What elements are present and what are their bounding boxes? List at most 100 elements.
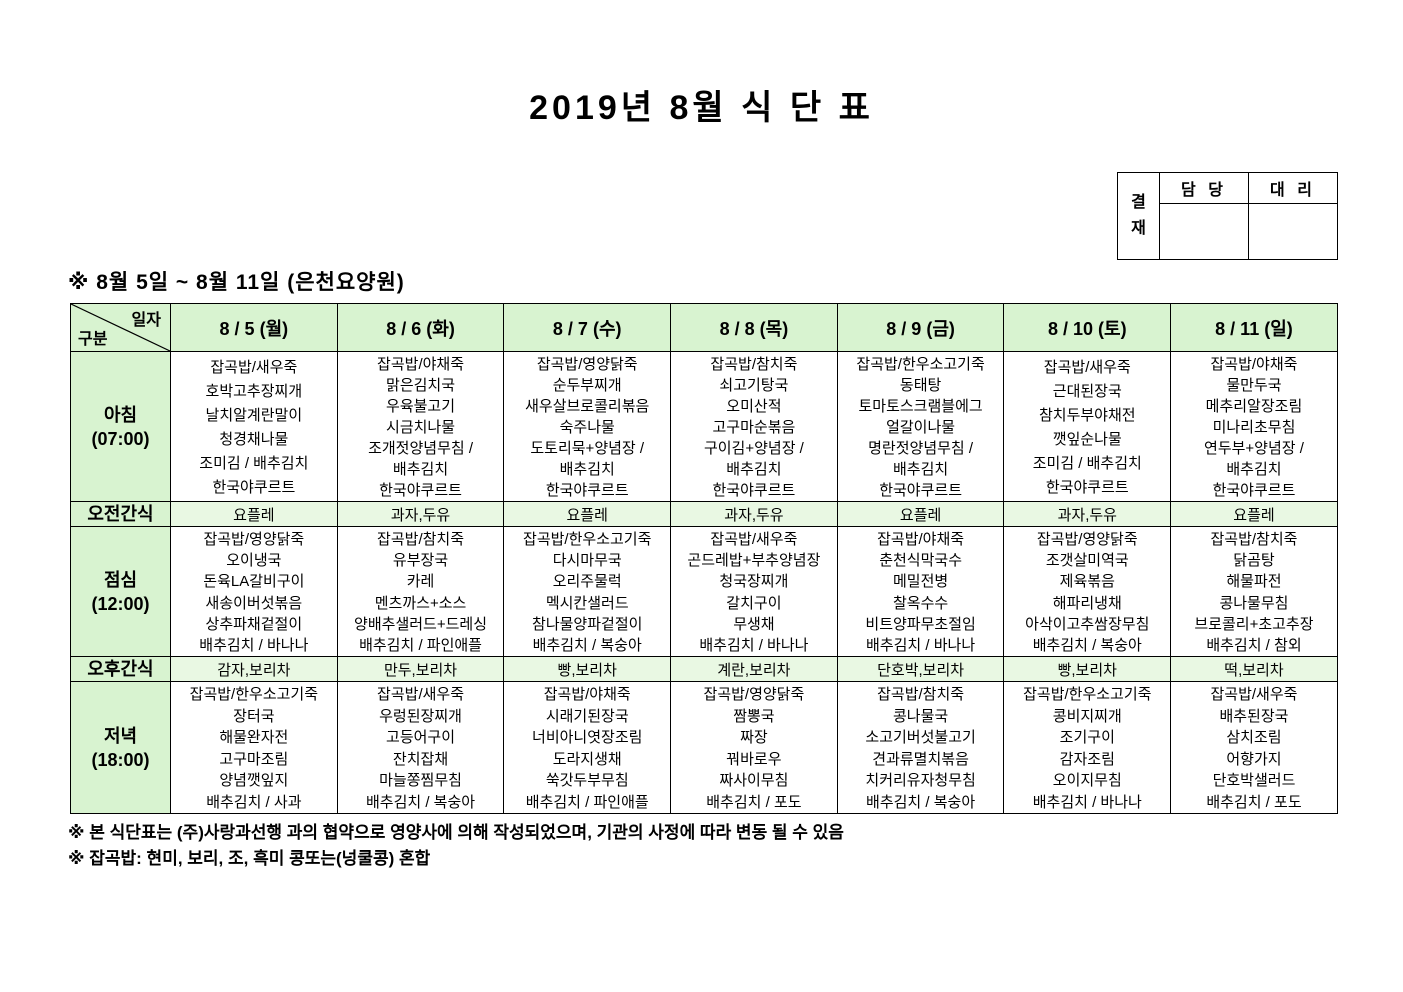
menu-item: 한국야쿠르트 [545, 482, 629, 500]
menu-item: 해물완자전 [219, 729, 289, 747]
menu-item: 다시마무국 [552, 552, 622, 570]
menu-item: 시금치나물 [386, 419, 456, 436]
menu-item: 치커리유자청무침 [865, 772, 976, 790]
menu-item: 찰옥수수 [892, 594, 949, 612]
day-header-2: 8 / 6 (화) [336, 303, 505, 352]
meal-cell: 잡곡밥/새우죽 우렁된장찌개 고등어구이 잔치잡채 마늘쫑찜무침 배추김치 / 복숭아 [336, 681, 505, 814]
snack-cell: 만두,보리차 [336, 656, 505, 682]
menu-item: 한국야쿠르트 [1045, 479, 1129, 497]
menu-item: 배추김치 / 참외 [1206, 637, 1302, 655]
menu-item: 배추김치 / 복숭아 [1032, 637, 1142, 655]
menu-item: 카레 [406, 573, 435, 591]
approval-col-manager: 담 당 [1159, 172, 1249, 204]
menu-item: 너비아니엿장조림 [532, 729, 643, 747]
menu-item: 새우살브로콜리볶음 [525, 397, 650, 415]
menu-item: 조기구이 [1059, 729, 1115, 747]
menu-item: 잡곡밥/새우죽 [710, 530, 798, 548]
menu-item: 배추김치 / 바나나 [866, 637, 976, 655]
menu-item: 짜장 [740, 729, 768, 747]
menu-item: 잡곡밥/참치죽 [710, 355, 798, 373]
menu-item: 오리주물럭 [552, 573, 622, 591]
menu-item: 멕시칸샐러드 [545, 594, 629, 612]
menu-item: 비트양파무초절임 [865, 615, 976, 633]
menu-item: 잡곡밥/한우소고기죽 [189, 686, 319, 704]
snack-cell: 단호박,보리차 [836, 656, 1005, 682]
menu-item: 쇠고기탕국 [719, 376, 789, 394]
meal-cell: 잡곡밥/영양닭죽 조갯살미역국 제육볶음 해파리냉채 아삭이고추쌈장무침 배추김치 / 복… [1003, 526, 1172, 657]
menu-item: 돈육LA갈비구이 [203, 573, 305, 591]
approval-label-char: 결 [1131, 194, 1146, 211]
menu-item: 어향가지 [1226, 750, 1282, 768]
meal-cell: 잡곡밥/한우소고기죽 장터국 해물완자전 고구마조림 양념깻잎지 배추김치 / 사과 [170, 681, 338, 814]
menu-item: 양배추샐러드+드레싱 [354, 615, 488, 633]
menu-item: 동태탕 [899, 376, 942, 394]
menu-item: 잡곡밥/영양닭죽 [703, 686, 805, 704]
menu-item: 메추리알장조림 [1205, 397, 1303, 415]
menu-item: 조갯살미역국 [1045, 552, 1129, 570]
footer-notes: ※ 본 식단표는 (주)사랑과선행 과의 협약으로 영양사에 의해 작성되었으며… [68, 820, 844, 872]
menu-item: 한국야쿠르트 [212, 479, 296, 497]
meal-cell: 잡곡밥/새우죽 호박고추장찌개 날치알계란말이 청경채나물 조미김 / 배추김치 한국야쿠… [170, 351, 338, 502]
menu-item: 잡곡밥/새우죽 [210, 358, 298, 376]
menu-item: 해물파전 [1226, 573, 1282, 591]
menu-item: 새송이버섯볶음 [205, 594, 303, 612]
menu-item: 배추된장국 [1219, 707, 1289, 725]
menu-item: 배추김치 [559, 461, 615, 479]
menu-item: 조미김 / 배추김치 [199, 455, 309, 473]
menu-item: 잡곡밥/영양닭죽 [1036, 530, 1138, 548]
meal-cell: 잡곡밥/야채죽 시래기된장국 너비아니엿장조림 도라지생채 쑥갓두부무침 배추김치 / 파… [503, 681, 672, 814]
menu-item: 잡곡밥/참치죽 [1210, 530, 1298, 548]
snack-cell: 요플레 [836, 501, 1005, 527]
meal-cell: 잡곡밥/새우죽 근대된장국 참치두부야채전 깻잎순나물 조미김 / 배추김치 한국야쿠르트 [1003, 351, 1172, 502]
menu-item: 우육불고기 [386, 397, 456, 415]
menu-item: 무생채 [733, 615, 775, 633]
approval-signature-cell [1159, 203, 1249, 260]
menu-item: 조미김 / 배추김치 [1032, 455, 1142, 473]
menu-item: 잡곡밥/한우소고기죽 [1023, 686, 1152, 704]
table-row-pm-snack: 오후간식 감자,보리차 만두,보리차 빵,보리차 계란,보리차 단호박,보리차 빵,보리차 떡… [70, 656, 1338, 682]
menu-item: 잡곡밥/야채죽 [543, 686, 631, 704]
snack-cell: 빵,보리차 [503, 656, 672, 682]
menu-item: 멘츠까스+소스 [374, 594, 467, 612]
meal-cell: 잡곡밥/한우소고기죽 다시마무국 오리주물럭 멕시칸샐러드 참나물양파겉절이 배추김치 /… [503, 526, 672, 657]
menu-item: 잡곡밥/새우죽 [377, 686, 465, 704]
menu-item: 고구마조림 [219, 750, 289, 768]
menu-item: 짜사이무침 [719, 772, 789, 790]
menu-table: 일자 구분 8 / 5 (월) 8 / 6 (화) 8 / 7 (수) 8 / 8 (… [70, 303, 1338, 814]
menu-item: 브로콜리+초고추장 [1194, 615, 1314, 633]
menu-item: 배추김치 / 복숭아 [866, 793, 976, 811]
menu-item: 잡곡밥/야채죽 [877, 530, 965, 548]
table-row-dinner: 저녁 (18:00) 잡곡밥/한우소고기죽 장터국 해물완자전 고구마조림 양념깻잎지 배추김… [70, 681, 1338, 814]
snack-cell: 요플레 [1170, 501, 1338, 527]
menu-item: 짬뽕국 [733, 707, 775, 725]
snack-cell: 과자,두유 [670, 501, 838, 527]
menu-item: 감자조림 [1059, 750, 1115, 768]
menu-item: 고구마순볶음 [712, 419, 796, 436]
approval-table: 결 재 담 당 대 리 [1117, 172, 1338, 260]
menu-item: 배추김치 / 복숭아 [532, 637, 642, 655]
menu-item: 잡곡밥/영양닭죽 [203, 530, 305, 548]
meal-cell: 잡곡밥/참치죽 닭곰탕 해물파전 콩나물무침 브로콜리+초고추장 배추김치 / 참외 [1170, 526, 1338, 657]
approval-col-deputy: 대 리 [1248, 172, 1338, 204]
week-subtitle: ※ 8월 5일 ~ 8월 11일 (은천요양원) [68, 271, 405, 294]
menu-item: 오이냉국 [226, 552, 282, 570]
meal-cell: 잡곡밥/참치죽 유부장국 카레 멘츠까스+소스 양배추샐러드+드레싱 배추김치 / 파인애… [336, 526, 505, 657]
menu-item: 배추김치 [1226, 461, 1282, 479]
menu-item: 깻잎순나물 [1052, 431, 1122, 449]
meal-cell: 잡곡밥/영양닭죽 오이냉국 돈육LA갈비구이 새송이버섯볶음 상추파채겉절이 배추김치 /… [170, 526, 338, 657]
meal-cell: 잡곡밥/영양닭죽 순두부찌개 새우살브로콜리볶음 숙주나물 도토리묵+양념장 / 배추김치… [503, 351, 672, 502]
menu-item: 배추김치 [892, 461, 949, 479]
day-header-7: 8 / 11 (일) [1170, 303, 1338, 352]
snack-cell: 계란,보리차 [670, 656, 838, 682]
menu-item: 아삭이고추쌈장무침 [1025, 615, 1150, 633]
snack-cell: 감자,보리차 [170, 656, 338, 682]
menu-item: 물만두국 [1226, 376, 1282, 394]
menu-item: 소고기버섯불고기 [865, 729, 976, 747]
menu-item: 도토리묵+양념장 / [530, 440, 645, 458]
meal-cell: 잡곡밥/참치죽 콩나물국 소고기버섯불고기 견과류멸치볶음 치커리유자청무침 배추김치 /… [836, 681, 1005, 814]
menu-item: 콩나물국 [892, 707, 949, 725]
menu-item: 잡곡밥/한우소고기죽 [856, 355, 985, 373]
menu-item: 청국장찌개 [719, 573, 789, 591]
menu-item: 얼갈이나물 [886, 419, 956, 436]
